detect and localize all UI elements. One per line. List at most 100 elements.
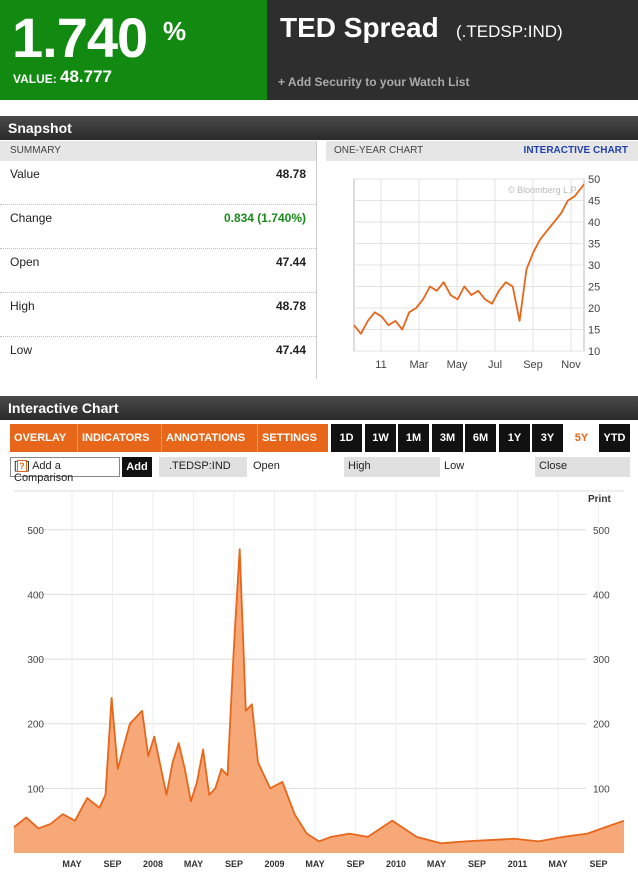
snapshot-title: Snapshot [8,120,72,136]
series-line [13,548,625,845]
summary-label: Low [10,343,33,357]
range-1y-button[interactable]: 1Y [499,424,530,452]
snapshot-divider [316,141,317,379]
y-tick-label-left: 300 [27,655,44,666]
help-icon[interactable]: ? [17,460,27,472]
range-ytd-button[interactable]: YTD [599,424,630,452]
high-readout: High [344,457,440,477]
x-tick-label: Nov [561,359,581,371]
percent-value: 1.740 [12,6,148,69]
summary-value: 0.834 (1.740%) [223,211,306,225]
add-comparison-button[interactable]: Add [122,457,152,477]
x-tick-label: 2008 [143,859,163,869]
low-readout: Low [444,460,465,472]
value-label: VALUE: [13,72,57,86]
y-tick-label-right: 200 [593,720,610,731]
ticker-readout: .TEDSP:IND [159,457,247,477]
y-tick-label: 15 [588,325,600,337]
interactive-chart-link[interactable]: INTERACTIVE CHART [523,145,628,156]
range-1d-button[interactable]: 1D [331,424,362,452]
one-year-header: ONE-YEAR CHART INTERACTIVE CHART [326,141,638,161]
x-tick-label: SEP [468,859,486,869]
x-tick-label: SEP [346,859,364,869]
y-tick-label-right: 400 [593,590,610,601]
security-name: TED Spread [280,12,439,43]
summary-label: Value [10,167,40,181]
x-tick-label: MAY [305,859,324,869]
summary-label: High [10,299,35,313]
five-year-chart[interactable]: 100 100 200 200 300 300 400 400 500 500 MAY SEP 2008… [6,481,634,873]
y-tick-label-right: 100 [593,784,610,795]
y-tick-label-left: 500 [27,526,44,537]
y-tick-label: 10 [588,346,600,358]
value-number: 48.777 [60,67,112,86]
x-tick-label: 2011 [508,859,528,869]
range-3y-button[interactable]: 3Y [532,424,563,452]
summary-row: Value 48.78 [0,161,316,205]
one-year-chart[interactable]: 10 15 20 25 30 35 40 45 50 11 Mar May Jul Sep Nov © Blo… [326,165,638,377]
add-to-watchlist-link[interactable]: + Add Security to your Watch List [278,75,470,89]
y-tick-label-left: 100 [27,784,44,795]
summary-row: Open 47.44 [0,249,316,293]
add-comparison-label: Add a Comparison [14,460,74,484]
x-tick-label: MAY [427,859,446,869]
settings-menu-button[interactable]: SETTINGS ▾ [258,424,328,472]
x-tick-label: 2009 [264,859,284,869]
summary-label: Open [10,255,40,269]
snapshot-section-bar: Snapshot [0,116,638,140]
summary-label: Change [10,211,53,225]
x-tick-label: Sep [523,359,543,371]
security-panel: TED Spread (.TEDSP:IND) + Add Security t… [267,0,638,100]
x-tick-label: May [447,359,468,371]
open-readout: Open [253,460,280,472]
comparison-row: [?] Add a Comparison Add .TEDSP:IND Open… [10,457,630,484]
x-tick-label: SEP [103,859,121,869]
x-tick-label: SEP [589,859,607,869]
x-tick-label: 2010 [386,859,406,869]
range-3m-button[interactable]: 3M [432,424,463,452]
summary-value: 47.44 [275,255,306,269]
summary-header: SUMMARY [0,141,316,161]
x-tick-label: MAY [184,859,203,869]
x-tick-label: Mar [410,359,429,371]
interactive-title: Interactive Chart [8,400,119,416]
indicators-menu-button[interactable]: INDICATORS ▾ [78,424,162,472]
summary-value: 47.44 [275,343,306,357]
y-tick-label: 50 [588,174,600,186]
y-tick-label: 45 [588,196,600,208]
y-tick-label-left: 200 [27,720,44,731]
summary-row: Low 47.44 [0,337,316,381]
y-tick-label: 20 [588,303,600,315]
comparison-help-label: [?] [14,460,30,472]
range-6m-button[interactable]: 6M [465,424,496,452]
quote-header: 1.740 % VALUE: 48.777 TED Spread (.TEDSP… [0,0,638,100]
x-tick-label: 11 [375,359,386,371]
x-tick-label: MAY [548,859,567,869]
close-readout: Close [535,457,630,477]
y-tick-label: 30 [588,260,600,272]
summary-row: Change 0.834 (1.740%) [0,205,316,249]
y-tick-label: 25 [588,282,600,294]
x-tick-label: MAY [62,859,81,869]
range-5y-button[interactable]: 5Y [566,424,597,452]
x-tick-label: Jul [488,359,502,371]
interactive-section-bar: Interactive Chart [0,396,638,420]
overlay-menu-button[interactable]: OVERLAY ▾ [10,424,78,472]
summary-value: 48.78 [275,167,306,181]
print-link[interactable]: Print [588,494,611,505]
quote-value-panel: 1.740 % VALUE: 48.777 [0,0,267,100]
range-1m-button[interactable]: 1M [398,424,429,452]
series-area [14,549,624,853]
summary-value: 48.78 [275,299,306,313]
y-tick-label-right: 300 [593,655,610,666]
add-comparison-field[interactable]: [?] Add a Comparison [10,457,120,484]
y-tick-label-right: 500 [593,526,610,537]
annotations-menu-button[interactable]: ANNOTATIONS ▾ [162,424,258,472]
chart-toolbar: OVERLAY ▾ INDICATORS ▾ ANNOTATIONS ▾ SET… [10,424,328,472]
y-tick-label-left: 400 [27,590,44,601]
watermark: © Bloomberg L.P. [508,185,578,195]
x-tick-label: SEP [225,859,243,869]
security-ticker: (.TEDSP:IND) [456,22,563,41]
range-1w-button[interactable]: 1W [365,424,396,452]
percent-sign: % [163,16,187,46]
